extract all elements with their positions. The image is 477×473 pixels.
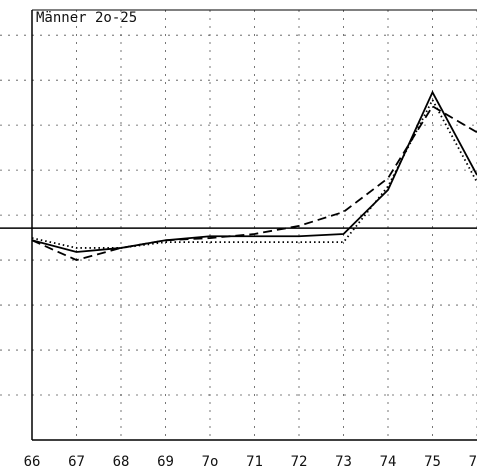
x-tick-label: 7o: [202, 454, 219, 470]
x-tick-label: 67: [68, 454, 85, 470]
x-tick-label: 72: [291, 454, 308, 470]
x-tick-label: 69: [157, 454, 174, 470]
x-tick-label: 73: [335, 454, 352, 470]
x-tick-label: 75: [424, 454, 441, 470]
chart-title: Männer 2o-25: [36, 10, 137, 26]
line-series: [31, 90, 477, 253]
x-tick-label: 74: [380, 454, 397, 470]
line-series: [31, 105, 477, 262]
x-tick-label: 68: [113, 454, 130, 470]
x-tick-label: 71: [246, 454, 263, 470]
x-tick-label: 76: [469, 454, 477, 470]
x-tick-label: 66: [24, 454, 41, 470]
